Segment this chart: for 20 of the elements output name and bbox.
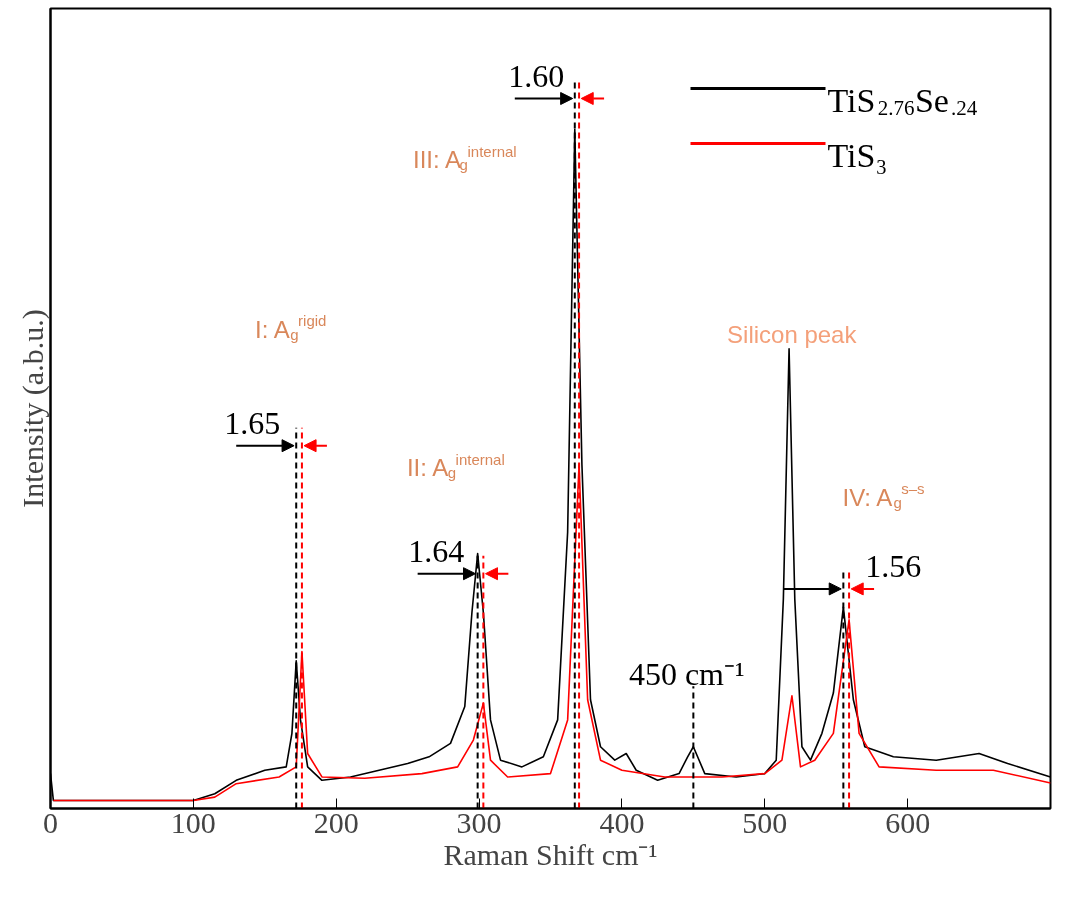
legend-label: TiS₃ xyxy=(827,137,888,174)
x-tick-label: 300 xyxy=(456,805,502,839)
annotation: 1.65 xyxy=(224,405,281,442)
x-tick-label: 100 xyxy=(170,805,216,839)
y-axis-title: Intensity (a.b.u.) xyxy=(15,309,50,508)
annotation: I: Agrigid xyxy=(255,312,327,344)
ref-line-label: 450 cm⁻¹ xyxy=(628,656,745,693)
x-tick-label: 500 xyxy=(742,805,788,839)
text: 1.60 xyxy=(508,58,565,94)
annotation: III: Aginternal xyxy=(413,142,517,174)
annotation: 1.56 xyxy=(865,548,922,585)
x-tick-label: 0 xyxy=(43,805,58,839)
annotation: Silicon peak xyxy=(727,320,858,348)
annotation: II: Aginternal xyxy=(406,450,505,482)
x-axis-title: Raman Shift cm⁻¹ xyxy=(443,837,658,871)
x-tick-label: 200 xyxy=(313,805,359,839)
annotation: IV: Ags–s xyxy=(842,480,925,512)
x-tick-label: 600 xyxy=(885,805,931,839)
x-tick-label: 400 xyxy=(599,805,645,839)
annotation: 1.64 xyxy=(408,533,465,570)
